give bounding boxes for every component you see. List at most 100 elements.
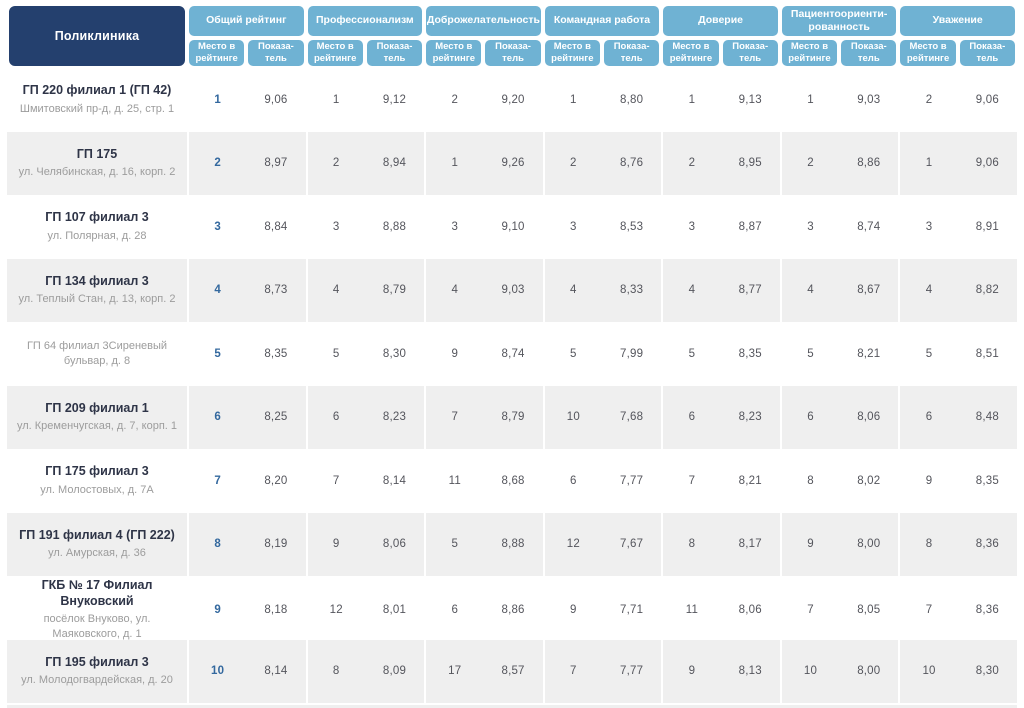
score-cell: 8,74 xyxy=(501,347,525,360)
rank-cell: 11 xyxy=(661,576,720,644)
rank-cell: 7 xyxy=(542,639,602,703)
score-cell: 8,88 xyxy=(501,538,525,551)
score-cell: 8,23 xyxy=(738,411,762,424)
score-cell: 7,68 xyxy=(620,411,644,424)
rank-cell: 2 xyxy=(542,131,602,195)
subheader-place: Место в рейтинге xyxy=(542,38,602,68)
score-cell: 8,02 xyxy=(857,474,881,487)
rank-cell: 9 xyxy=(779,512,839,576)
table-row: ГКБ № 17 Филиал Внуковский посёлок Внуко… xyxy=(7,576,1017,644)
score-cell: 8,87 xyxy=(738,220,762,233)
rank-cell: 5 xyxy=(424,512,483,576)
score-cell: 8,13 xyxy=(738,665,762,678)
score-cell: 8,21 xyxy=(738,474,762,487)
polyclinic-name: ГП 191 филиал 4 (ГП 222) xyxy=(19,527,175,542)
rank-cell: 8 xyxy=(898,512,957,576)
score-cell: 8,06 xyxy=(738,603,762,616)
score-cell: 8,17 xyxy=(738,538,762,551)
polyclinic-cell: ГП 175 филиал 3 ул. Молостовых, д. 7А xyxy=(7,449,187,513)
rank-cell: 5 xyxy=(187,322,246,386)
score-cell: 8,86 xyxy=(857,157,881,170)
rank-cell: 3 xyxy=(779,195,839,259)
subheader-place: Место в рейтинге xyxy=(305,38,365,68)
rank-cell: 1 xyxy=(542,68,602,132)
score-cell: 8,95 xyxy=(738,157,762,170)
table-row: ГП 64 филиал 3Сиреневый бульвар, д. 8 5 8… xyxy=(7,322,1017,386)
table-row: ГП 107 филиал 3 ул. Полярная, д. 28 3 8,8… xyxy=(7,195,1017,259)
score-cell: 8,14 xyxy=(264,665,288,678)
rank-cell: 3 xyxy=(898,195,957,259)
rank-cell: 3 xyxy=(661,195,720,259)
column-header-polyclinic: Поликлиника xyxy=(7,4,187,68)
score-cell: 8,97 xyxy=(264,157,288,170)
rank-cell: 4 xyxy=(661,258,720,322)
rank-cell: 2 xyxy=(424,68,483,132)
score-cell: 8,01 xyxy=(382,603,407,616)
rank-cell: 12 xyxy=(305,576,365,644)
subheader-score: Показа- тель xyxy=(483,38,543,68)
rank-cell: 6 xyxy=(305,385,365,449)
polyclinic-address: ул. Амурская, д. 36 xyxy=(48,547,146,560)
group-header-professionalism: Профессионализм xyxy=(305,4,425,38)
rank-cell: 9 xyxy=(424,322,483,386)
polyclinic-address: ул. Кременчугская, д. 7, корп. 1 xyxy=(16,420,178,433)
table-row: ГП 195 филиал 3 ул. Молодогвардейская, д… xyxy=(7,639,1017,703)
rank-cell: 6 xyxy=(661,385,720,449)
score-cell: 8,06 xyxy=(382,538,407,551)
score-cell: 7,71 xyxy=(620,603,644,616)
polyclinic-address: ул. Теплый Стан, д. 13, корп. 2 xyxy=(18,293,176,306)
rank-cell: 2 xyxy=(305,131,365,195)
score-cell: 8,05 xyxy=(857,603,881,616)
rank-cell: 11 xyxy=(424,449,483,513)
score-cell: 8,48 xyxy=(975,411,999,424)
polyclinic-name: ГП 195 филиал 3 xyxy=(45,654,149,669)
score-cell: 8,06 xyxy=(857,411,881,424)
polyclinic-address: ул. Полярная, д. 28 xyxy=(47,229,147,242)
score-cell: 8,53 xyxy=(620,220,644,233)
subheader-score: Показа- тель xyxy=(839,38,899,68)
score-cell: 7,77 xyxy=(620,474,644,487)
rank-cell: 17 xyxy=(424,639,483,703)
score-cell: 8,30 xyxy=(382,347,407,360)
rank-cell: 6 xyxy=(424,576,483,644)
score-cell: 8,76 xyxy=(620,157,644,170)
rank-cell: 10 xyxy=(898,639,957,703)
score-cell: 8,30 xyxy=(975,665,999,678)
table-row: ГП 191 филиал 4 (ГП 222) ул. Амурская, д… xyxy=(7,512,1017,577)
subheader-place: Место в рейтинге xyxy=(898,38,958,68)
rank-cell: 9 xyxy=(305,512,365,576)
rank-cell: 7 xyxy=(305,449,365,513)
rank-cell: 5 xyxy=(898,322,957,386)
rank-cell: 4 xyxy=(779,258,839,322)
rank-cell: 7 xyxy=(661,449,720,513)
polyclinic-address: ул. Молодогвардейская, д. 20 xyxy=(21,674,173,687)
rank-cell: 9 xyxy=(187,576,246,644)
score-cell: 8,21 xyxy=(857,347,881,360)
score-cell: 8,00 xyxy=(857,538,881,551)
score-cell: 8,09 xyxy=(382,665,407,678)
score-cell: 8,73 xyxy=(264,284,288,297)
score-cell: 8,36 xyxy=(975,603,999,616)
score-cell: 8,74 xyxy=(857,220,881,233)
polyclinic-cell: ГП 175 ул. Челябинская, д. 16, корп. 2 xyxy=(7,132,187,196)
rank-cell: 2 xyxy=(898,68,957,132)
polyclinic-cell: ГП 191 филиал 4 (ГП 222) ул. Амурская, д… xyxy=(7,513,187,577)
rank-cell: 1 xyxy=(187,68,246,132)
rank-cell: 3 xyxy=(187,195,246,259)
polyclinic-cell: ГП 134 филиал 3 ул. Теплый Стан, д. 13, … xyxy=(7,259,187,323)
rank-cell: 5 xyxy=(779,322,839,386)
rank-cell: 1 xyxy=(305,68,365,132)
rank-cell: 5 xyxy=(661,322,720,386)
score-cell: 8,88 xyxy=(382,220,407,233)
group-header-patient-orientation: Пациентоориенти- рованность xyxy=(779,4,899,38)
score-cell: 8,84 xyxy=(264,220,288,233)
score-cell: 8,79 xyxy=(382,284,407,297)
score-cell: 9,13 xyxy=(738,93,762,106)
score-cell: 7,99 xyxy=(620,347,644,360)
score-cell: 8,35 xyxy=(738,347,762,360)
rank-cell: 6 xyxy=(187,385,246,449)
score-cell: 9,20 xyxy=(501,93,525,106)
polyclinic-address: Шмитовский пр-д, д. 25, стр. 1 xyxy=(19,102,175,115)
polyclinic-name: ГП 175 филиал 3 xyxy=(45,464,149,479)
